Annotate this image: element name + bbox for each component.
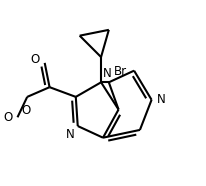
Text: O: O bbox=[3, 111, 13, 124]
Text: N: N bbox=[66, 128, 75, 141]
Text: N: N bbox=[103, 67, 112, 80]
Text: N: N bbox=[156, 93, 165, 106]
Text: O: O bbox=[30, 53, 39, 66]
Text: O: O bbox=[22, 104, 31, 117]
Text: Br: Br bbox=[114, 65, 127, 78]
